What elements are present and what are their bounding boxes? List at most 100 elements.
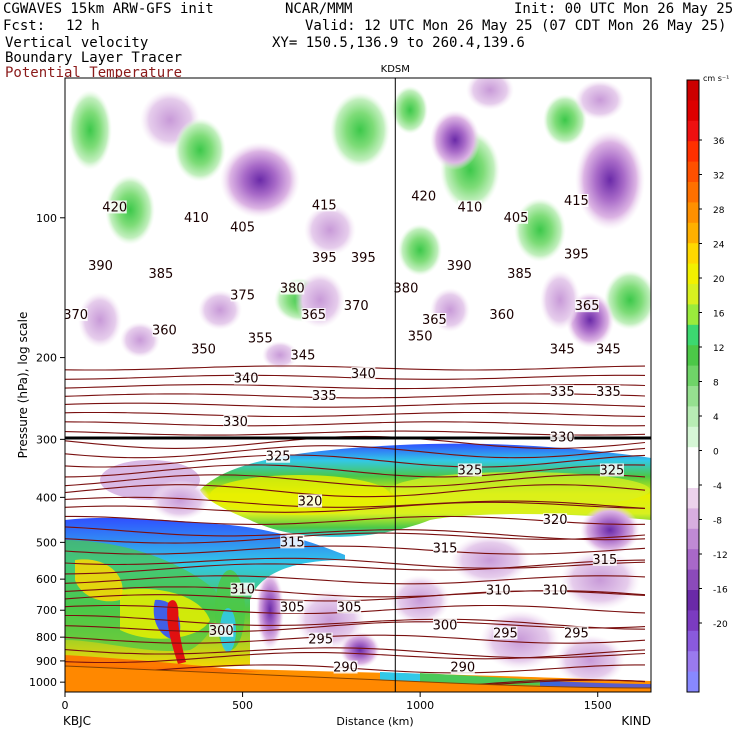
theta-contour xyxy=(65,474,646,488)
colorbar-label: -12 xyxy=(713,551,728,561)
colorbar-swatch xyxy=(687,426,699,448)
theta-label-bg xyxy=(550,342,575,356)
theta-label-bg xyxy=(184,210,209,224)
theta-contour xyxy=(65,464,646,478)
valid-time: Valid: 12 UTC Mon 26 May 25 (07 CDT Mon … xyxy=(305,18,727,34)
theta-label: 375 xyxy=(230,288,255,303)
theta-label-layer: 420 410 405 415 420 410 405 415 390 385 375 380 395 3… xyxy=(63,189,625,676)
endpoint-right: KIND xyxy=(621,714,651,728)
y-axis: 100 200 300 400 500 600 700 800 900 1000 xyxy=(29,212,65,689)
theta-label-bg xyxy=(543,513,568,527)
theta-label: 310 xyxy=(230,583,255,598)
x-tick-label: 1500 xyxy=(584,699,612,712)
theta-label-bg xyxy=(88,258,113,272)
theta-label-bg xyxy=(266,449,291,463)
y-tick-label: 200 xyxy=(36,352,57,365)
colorbar-label: 16 xyxy=(713,310,725,320)
theta-label: 395 xyxy=(312,251,337,266)
colorbar-swatch xyxy=(687,365,699,387)
theta-label-bg xyxy=(191,342,216,356)
field-vertical-velocity: Vertical velocity xyxy=(5,35,149,51)
theta-label: 390 xyxy=(88,259,113,274)
y-tick-label: 300 xyxy=(36,433,57,446)
terrain xyxy=(65,665,651,692)
theta-label: 310 xyxy=(543,584,568,599)
theta-label-bg xyxy=(230,582,255,596)
x-tick-label: 500 xyxy=(232,699,253,712)
theta-label: 330 xyxy=(223,415,248,430)
theta-contour xyxy=(65,575,646,585)
theta-label-bg xyxy=(308,632,333,646)
theta-contour xyxy=(65,411,646,418)
theta-label: 365 xyxy=(422,313,447,328)
theta-label: 325 xyxy=(600,463,625,478)
theta-label-bg xyxy=(433,618,458,632)
theta-label: 410 xyxy=(457,200,482,215)
colorbar-label: -4 xyxy=(713,482,722,492)
theta-label-bg xyxy=(312,250,337,264)
theta-label-bg xyxy=(301,308,326,322)
theta-label: 370 xyxy=(63,308,88,323)
y-tick-label: 700 xyxy=(36,604,57,617)
theta-contour xyxy=(65,421,646,427)
theta-label-bg xyxy=(393,281,418,295)
theta-label: 360 xyxy=(489,308,514,323)
theta-label-bg xyxy=(65,308,88,322)
theta-label-bg xyxy=(599,463,624,477)
theta-label-bg xyxy=(312,198,337,212)
init-time: Init: 00 UTC Mon 26 May 25 xyxy=(514,1,734,17)
theta-label: 315 xyxy=(280,535,305,550)
theta-label: 320 xyxy=(543,513,568,528)
y-axis-title: Pressure (hPa), log scale xyxy=(16,312,30,459)
colorbar-swatch xyxy=(687,141,699,163)
colorbar-swatch xyxy=(687,590,699,611)
theta-contour xyxy=(65,526,646,541)
theta-contour xyxy=(65,614,646,630)
x-tick-label: 0 xyxy=(62,699,69,712)
theta-label: 420 xyxy=(411,190,436,205)
theta-contour xyxy=(65,430,646,436)
theta-label: 315 xyxy=(592,553,617,568)
theta-label: 415 xyxy=(312,198,337,213)
colorbar-swatch xyxy=(687,120,699,142)
kdsm-marker-label: KDSM xyxy=(381,64,410,75)
plot-frame xyxy=(64,77,652,693)
theta-contour xyxy=(65,649,646,664)
theta-label: 420 xyxy=(102,200,127,215)
theta-label: 365 xyxy=(575,299,600,314)
colorbar-swatch xyxy=(687,100,699,122)
colorbar-swatch xyxy=(687,569,699,591)
colorbar-unit: cm s⁻¹ xyxy=(703,74,729,83)
theta-label-bg xyxy=(489,308,514,322)
theta-label: 320 xyxy=(298,494,323,509)
theta-contour xyxy=(65,501,646,513)
theta-label-bg xyxy=(564,193,589,207)
theta-label-bg xyxy=(457,200,482,214)
theta-label: 405 xyxy=(504,211,529,226)
colorbar-swatch xyxy=(687,671,699,693)
theta-label: 335 xyxy=(312,389,337,404)
theta-contour xyxy=(65,532,646,544)
theta-label-bg xyxy=(280,600,305,614)
theta-label: 295 xyxy=(493,626,518,641)
theta-label-bg xyxy=(234,371,259,385)
y-tick-label: 1000 xyxy=(29,676,57,689)
colorbar-label: 32 xyxy=(713,172,724,182)
theta-label: 405 xyxy=(230,221,255,236)
theta-label-bg xyxy=(298,494,323,508)
upper-vertical-velocity-field xyxy=(68,78,651,369)
theta-label: 365 xyxy=(301,308,326,323)
theta-label: 325 xyxy=(457,463,482,478)
theta-label: 290 xyxy=(333,661,358,676)
theta-label-bg xyxy=(550,384,575,398)
colorbar-swatch xyxy=(687,651,699,673)
theta-label-bg xyxy=(592,552,617,566)
theta-contour xyxy=(65,484,646,498)
cross-section-xy: XY= 150.5,136.9 to 260.4,139.6 xyxy=(272,35,525,51)
theta-contour xyxy=(65,454,646,468)
theta-label: 350 xyxy=(408,329,433,344)
theta-label-bg xyxy=(543,583,568,597)
theta-label-bg xyxy=(596,384,621,398)
theta-label-bg xyxy=(209,623,234,637)
